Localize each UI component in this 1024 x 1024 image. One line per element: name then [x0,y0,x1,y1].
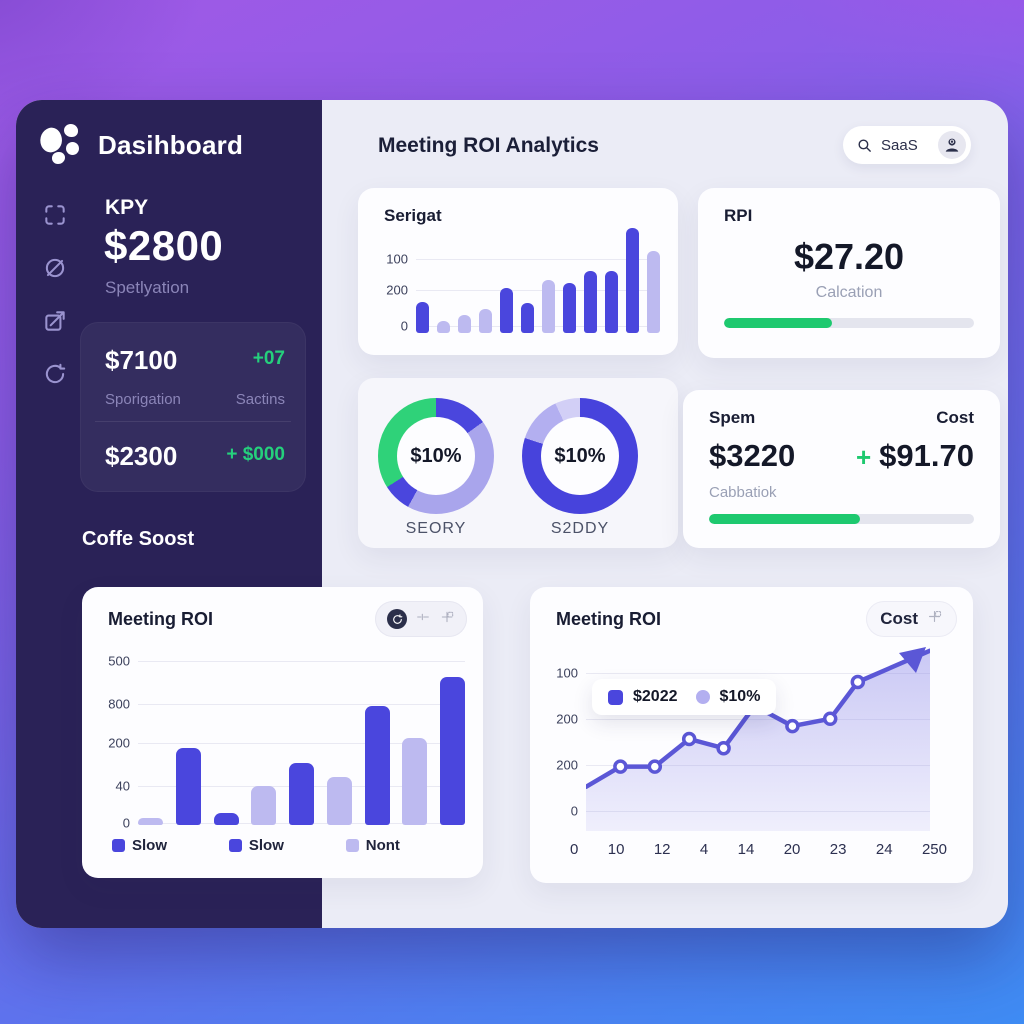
spem-value: $3220 [709,438,796,473]
meeting-roi-bar-card: Meeting ROI 500 800 200 40 0 Slow Slow Nont [82,587,483,878]
refresh-icon[interactable] [42,361,68,387]
spem-caption: Cabbatiok [709,484,777,501]
card-title: Spem [709,408,756,427]
card-title: RPI [724,206,753,225]
legend-item: Slow [112,837,229,854]
stat-row: $7100 +07 [105,345,285,376]
brand-logo-icon [36,124,84,166]
stat-delta: +07 [252,348,285,369]
export-icon[interactable] [42,308,68,334]
search-bar[interactable]: SaaS [843,126,971,164]
stat-label: Sporigation [105,391,181,408]
meeting-roi-bar-chart: 500 800 200 40 0 [108,647,465,831]
meeting-roi-line-chart: 100 200 200 0 [556,647,930,831]
legend-item: Nont [345,837,463,854]
kpi-label: KPY [105,196,149,219]
rpi-caption: Calcation [815,284,883,301]
divider [95,421,291,422]
spem-progress-bar [709,514,974,524]
grid-plus-icon[interactable] [439,609,455,630]
stat-value: $2300 [105,441,178,471]
stat-delta: + $000 [226,444,285,465]
serigat-bar-chart: 100 200 0 [386,222,660,334]
stat-delta-label: Sactins [235,391,285,408]
scan-icon[interactable] [42,202,68,228]
legend-swatch [112,839,125,852]
stat-value: $7100 [105,345,178,375]
spem-delta: $91.70 [879,438,974,473]
stat-labels: Sporigation Sactins [105,391,285,408]
kpi-value: $2800 [104,222,224,269]
search-icon [858,138,871,152]
x-axis-labels: 0 10 12 4 14 20 23 24 250 [570,841,947,858]
donut-chart-right: $10% [522,398,638,514]
brand: Dasihboard [36,124,244,166]
plus-sign: + [855,442,872,472]
legend-swatch [695,690,710,704]
cost-button[interactable]: Cost [866,601,957,637]
person-icon [945,138,959,152]
avatar[interactable] [938,131,966,159]
donut-center-label: $10% [554,444,606,467]
donut-card: $10% SEORY $10% S2DDY [358,378,678,548]
card-title: Serigat [384,206,442,225]
card-title: Meeting ROI [556,609,662,629]
donut-caption: S2DDY [550,520,610,537]
search-label: SaaS [881,136,918,154]
sidebar-nav [42,202,68,387]
legend-swatch [345,839,359,852]
brand-name: Dasihboard [98,129,244,160]
bar-legend: Slow Slow Nont [112,837,463,854]
serigat-card: Serigat 100 200 0 [358,188,678,355]
card-title-right: Cost [936,408,974,427]
dashboard-panel: Dasihboard KPY $2800 Spetlyation $7100 +… [16,100,1008,928]
sync-icon[interactable] [387,609,407,629]
rpi-value: $27.20 [793,236,905,277]
donut-chart-left: $10% [378,398,494,514]
sidebar-section-title: Coffe Soost [82,528,195,550]
visibility-off-icon[interactable] [42,255,68,281]
chart-tools[interactable] [375,601,467,637]
spem-values: $3220 + $91.70 [709,438,974,474]
sidebar-stat-card: $7100 +07 Sporigation Sactins $2300 + $0… [80,322,306,492]
card-title: Meeting ROI [108,609,214,629]
legend-swatch [608,689,623,705]
sliders-icon[interactable] [415,609,431,630]
page-title: Meeting ROI Analytics [378,134,599,157]
meeting-roi-line-card: Meeting ROI Cost $2022 $10% 100 200 200 0 0… [530,587,973,883]
grid-plus-icon [926,608,943,630]
stat-row: $2300 + $000 [105,441,285,472]
line-legend-chip: $2022 $10% [592,679,777,715]
legend-item: Slow [228,837,346,854]
donut-center-label: $10% [410,444,462,467]
spem-card: Spem Cost $3220 + $91.70 Cabbatiok [683,390,1000,548]
kpi-caption: Spetlyation [105,278,190,297]
rpi-progress-bar [724,318,974,328]
rpi-card: RPI $27.20 Calcation [698,188,1000,358]
legend-swatch [228,839,242,852]
donut-caption: SEORY [405,520,467,537]
